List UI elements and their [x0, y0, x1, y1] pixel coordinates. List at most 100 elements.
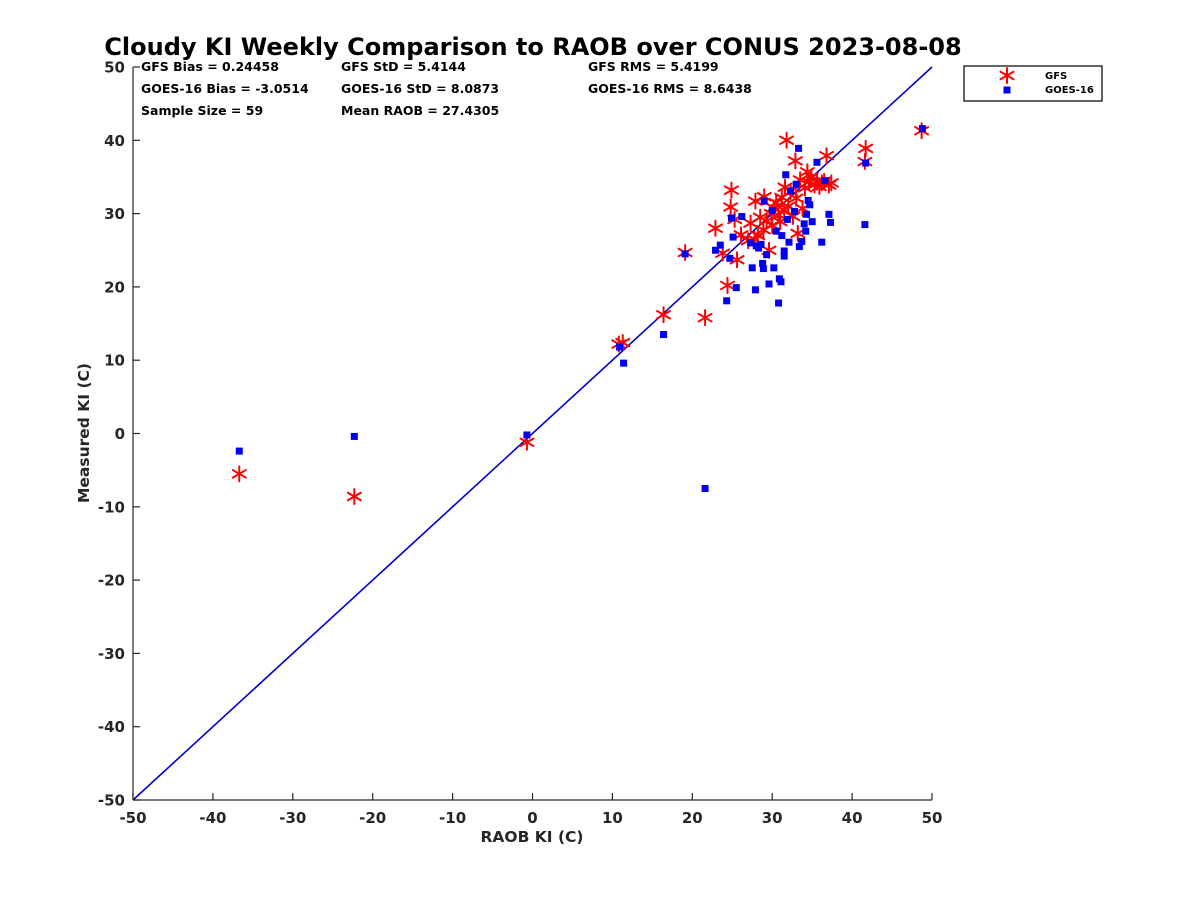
y-tick-label: -20	[98, 572, 125, 590]
x-tick-label: 30	[762, 809, 783, 827]
gfs-point	[733, 226, 749, 244]
goes-16-point	[783, 215, 791, 223]
goes-16-point	[795, 144, 803, 152]
asterisk-stroke	[803, 172, 819, 182]
goes-16-point	[800, 220, 808, 228]
goes-16-point	[765, 280, 773, 288]
legend-goes-square	[1003, 86, 1011, 94]
stat-gfs-bias: GFS Bias = 0.24458	[141, 59, 279, 74]
stat-gfs-rms: GFS RMS = 5.4199	[588, 59, 719, 74]
legend-goes-marker	[1003, 86, 1011, 94]
stats-annotations: GFS Bias = 0.24458 GFS StD = 5.4144 GFS …	[141, 59, 752, 118]
x-tick-label: -10	[439, 809, 466, 827]
asterisk-stroke	[768, 197, 784, 208]
gfs-point	[346, 488, 362, 506]
asterisk-stroke	[656, 310, 672, 320]
asterisk-stroke	[780, 201, 796, 212]
goes-16-point	[723, 297, 731, 305]
y-tick-label: -40	[98, 718, 125, 736]
asterisk-stroke	[715, 248, 731, 258]
goes-16-point	[775, 299, 783, 307]
asterisk-stroke	[764, 220, 780, 231]
goes-16-point	[792, 180, 800, 188]
goes-16-point	[755, 244, 763, 252]
goes-16-point	[918, 125, 926, 133]
x-tick-label: 20	[682, 809, 703, 827]
y-tick-label: 0	[115, 425, 125, 443]
asterisk-stroke	[823, 178, 839, 188]
gfs-point	[788, 189, 804, 207]
asterisk-stroke	[733, 230, 749, 240]
legend-gfs-label: GFS	[1045, 71, 1067, 82]
asterisk-stroke	[787, 156, 803, 166]
asterisk-stroke	[790, 228, 806, 239]
goes-16-point	[827, 218, 835, 226]
goes-16-point	[701, 484, 709, 492]
goes-16-point	[821, 177, 829, 185]
goes-16-point	[772, 227, 780, 235]
asterisk-stroke	[519, 437, 535, 448]
x-tick-label: -50	[119, 809, 146, 827]
asterisk-stroke	[719, 280, 735, 291]
stat-gfs-std: GFS StD = 5.4144	[341, 59, 466, 74]
asterisk-stroke	[231, 469, 247, 479]
x-tick-label: 40	[842, 809, 863, 827]
legend-gfs-asterisk	[999, 67, 1015, 84]
x-tick-label: -30	[279, 809, 306, 827]
x-tick-label: -20	[359, 809, 386, 827]
gfs-point	[787, 152, 803, 170]
asterisk-stroke	[707, 223, 723, 234]
goes-16-point	[862, 159, 870, 167]
goes-16-point	[787, 187, 795, 195]
asterisk-stroke	[777, 182, 793, 192]
gfs-point	[768, 194, 784, 212]
goes-16-point	[523, 431, 531, 439]
goes-16-point	[770, 264, 778, 272]
goes-16-point	[760, 197, 768, 205]
goes-16-point	[768, 207, 776, 215]
gfs-point	[747, 192, 763, 210]
y-tick-label: 50	[104, 59, 125, 77]
goes-16-point	[825, 210, 833, 218]
goes-16-point	[757, 240, 765, 248]
goes-16-point	[785, 238, 793, 246]
goes-16-point	[716, 241, 724, 249]
x-tick-label: 10	[602, 809, 623, 827]
goes-16-point	[798, 237, 806, 245]
asterisk-stroke	[756, 191, 772, 202]
goes-16-point	[729, 233, 737, 241]
goes-16-point	[808, 218, 816, 226]
goes-16-point	[861, 221, 869, 229]
y-tick-label: 30	[104, 205, 125, 223]
x-ticks: -50 -40 -30 -20 -10 0 10 20 30 40 50	[119, 793, 942, 827]
asterisk-stroke	[858, 143, 874, 154]
y-tick-label: 10	[104, 352, 125, 370]
y-tick-label: 20	[104, 278, 125, 296]
legend: GFS GOES-16	[963, 65, 1103, 102]
asterisk-stroke	[723, 202, 739, 212]
goes-16-point	[681, 250, 689, 258]
goes-16-point	[732, 284, 740, 292]
asterisk-stroke	[346, 491, 362, 502]
stat-goes-rms: GOES-16 RMS = 8.6438	[588, 81, 752, 96]
goes-16-point	[738, 213, 746, 221]
gfs-point	[231, 465, 247, 483]
gfs-point	[697, 309, 713, 327]
y-tick-label: -50	[98, 792, 125, 810]
goes-16-point	[727, 214, 735, 222]
goes-16-point	[620, 359, 628, 367]
goes-16-point	[616, 343, 624, 351]
goes-16-point	[759, 259, 767, 267]
one-to-one-line	[132, 66, 933, 801]
goes-16-series	[235, 125, 926, 492]
gfs-point	[790, 224, 806, 242]
stat-sample-size: Sample Size = 59	[141, 103, 263, 118]
goes-16-point	[748, 264, 756, 272]
goes-16-point	[778, 232, 786, 240]
asterisk-stroke	[779, 135, 795, 146]
goes-16-point	[780, 252, 788, 260]
asterisk-stroke	[697, 312, 713, 323]
gfs-point	[858, 139, 874, 157]
y-tick-label: 40	[104, 132, 125, 150]
